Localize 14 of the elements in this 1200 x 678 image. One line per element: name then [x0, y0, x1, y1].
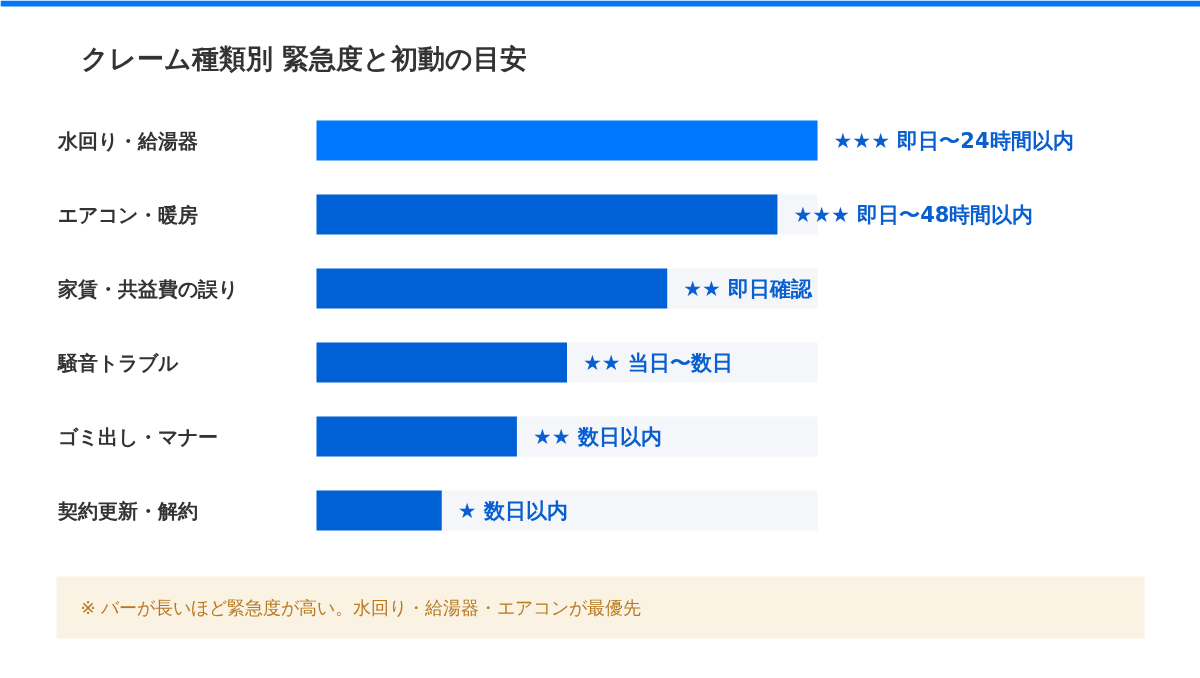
- chart-title: クレーム種類別 緊急度と初動の目安: [80, 43, 527, 74]
- annotation: ★★ 即日確認: [683, 276, 814, 301]
- y-tick-label: エアコン・暖房: [57, 202, 198, 227]
- annotation: ★★ 当日〜数日: [583, 350, 733, 375]
- y-tick-label: ゴミ出し・マナー: [57, 424, 218, 449]
- annotation: ★ 数日以内: [457, 498, 568, 523]
- y-tick-label: 騒音トラブル: [56, 350, 179, 375]
- annotation: ★★★ 即日〜24時間以内: [833, 128, 1074, 153]
- annotation: ★★★ 即日〜48時間以内: [793, 202, 1034, 227]
- text: ※ バーが長いほど緊急度が高い。水回り・給湯器・エアコンが最優先: [80, 597, 642, 618]
- y-tick-label: 契約更新・解約: [56, 498, 198, 523]
- annotation: ★★ 数日以内: [532, 424, 662, 449]
- y-tick-label: 家賃・共益費の誤り: [56, 276, 238, 301]
- y-tick-label: 水回り・給湯器: [56, 128, 198, 153]
